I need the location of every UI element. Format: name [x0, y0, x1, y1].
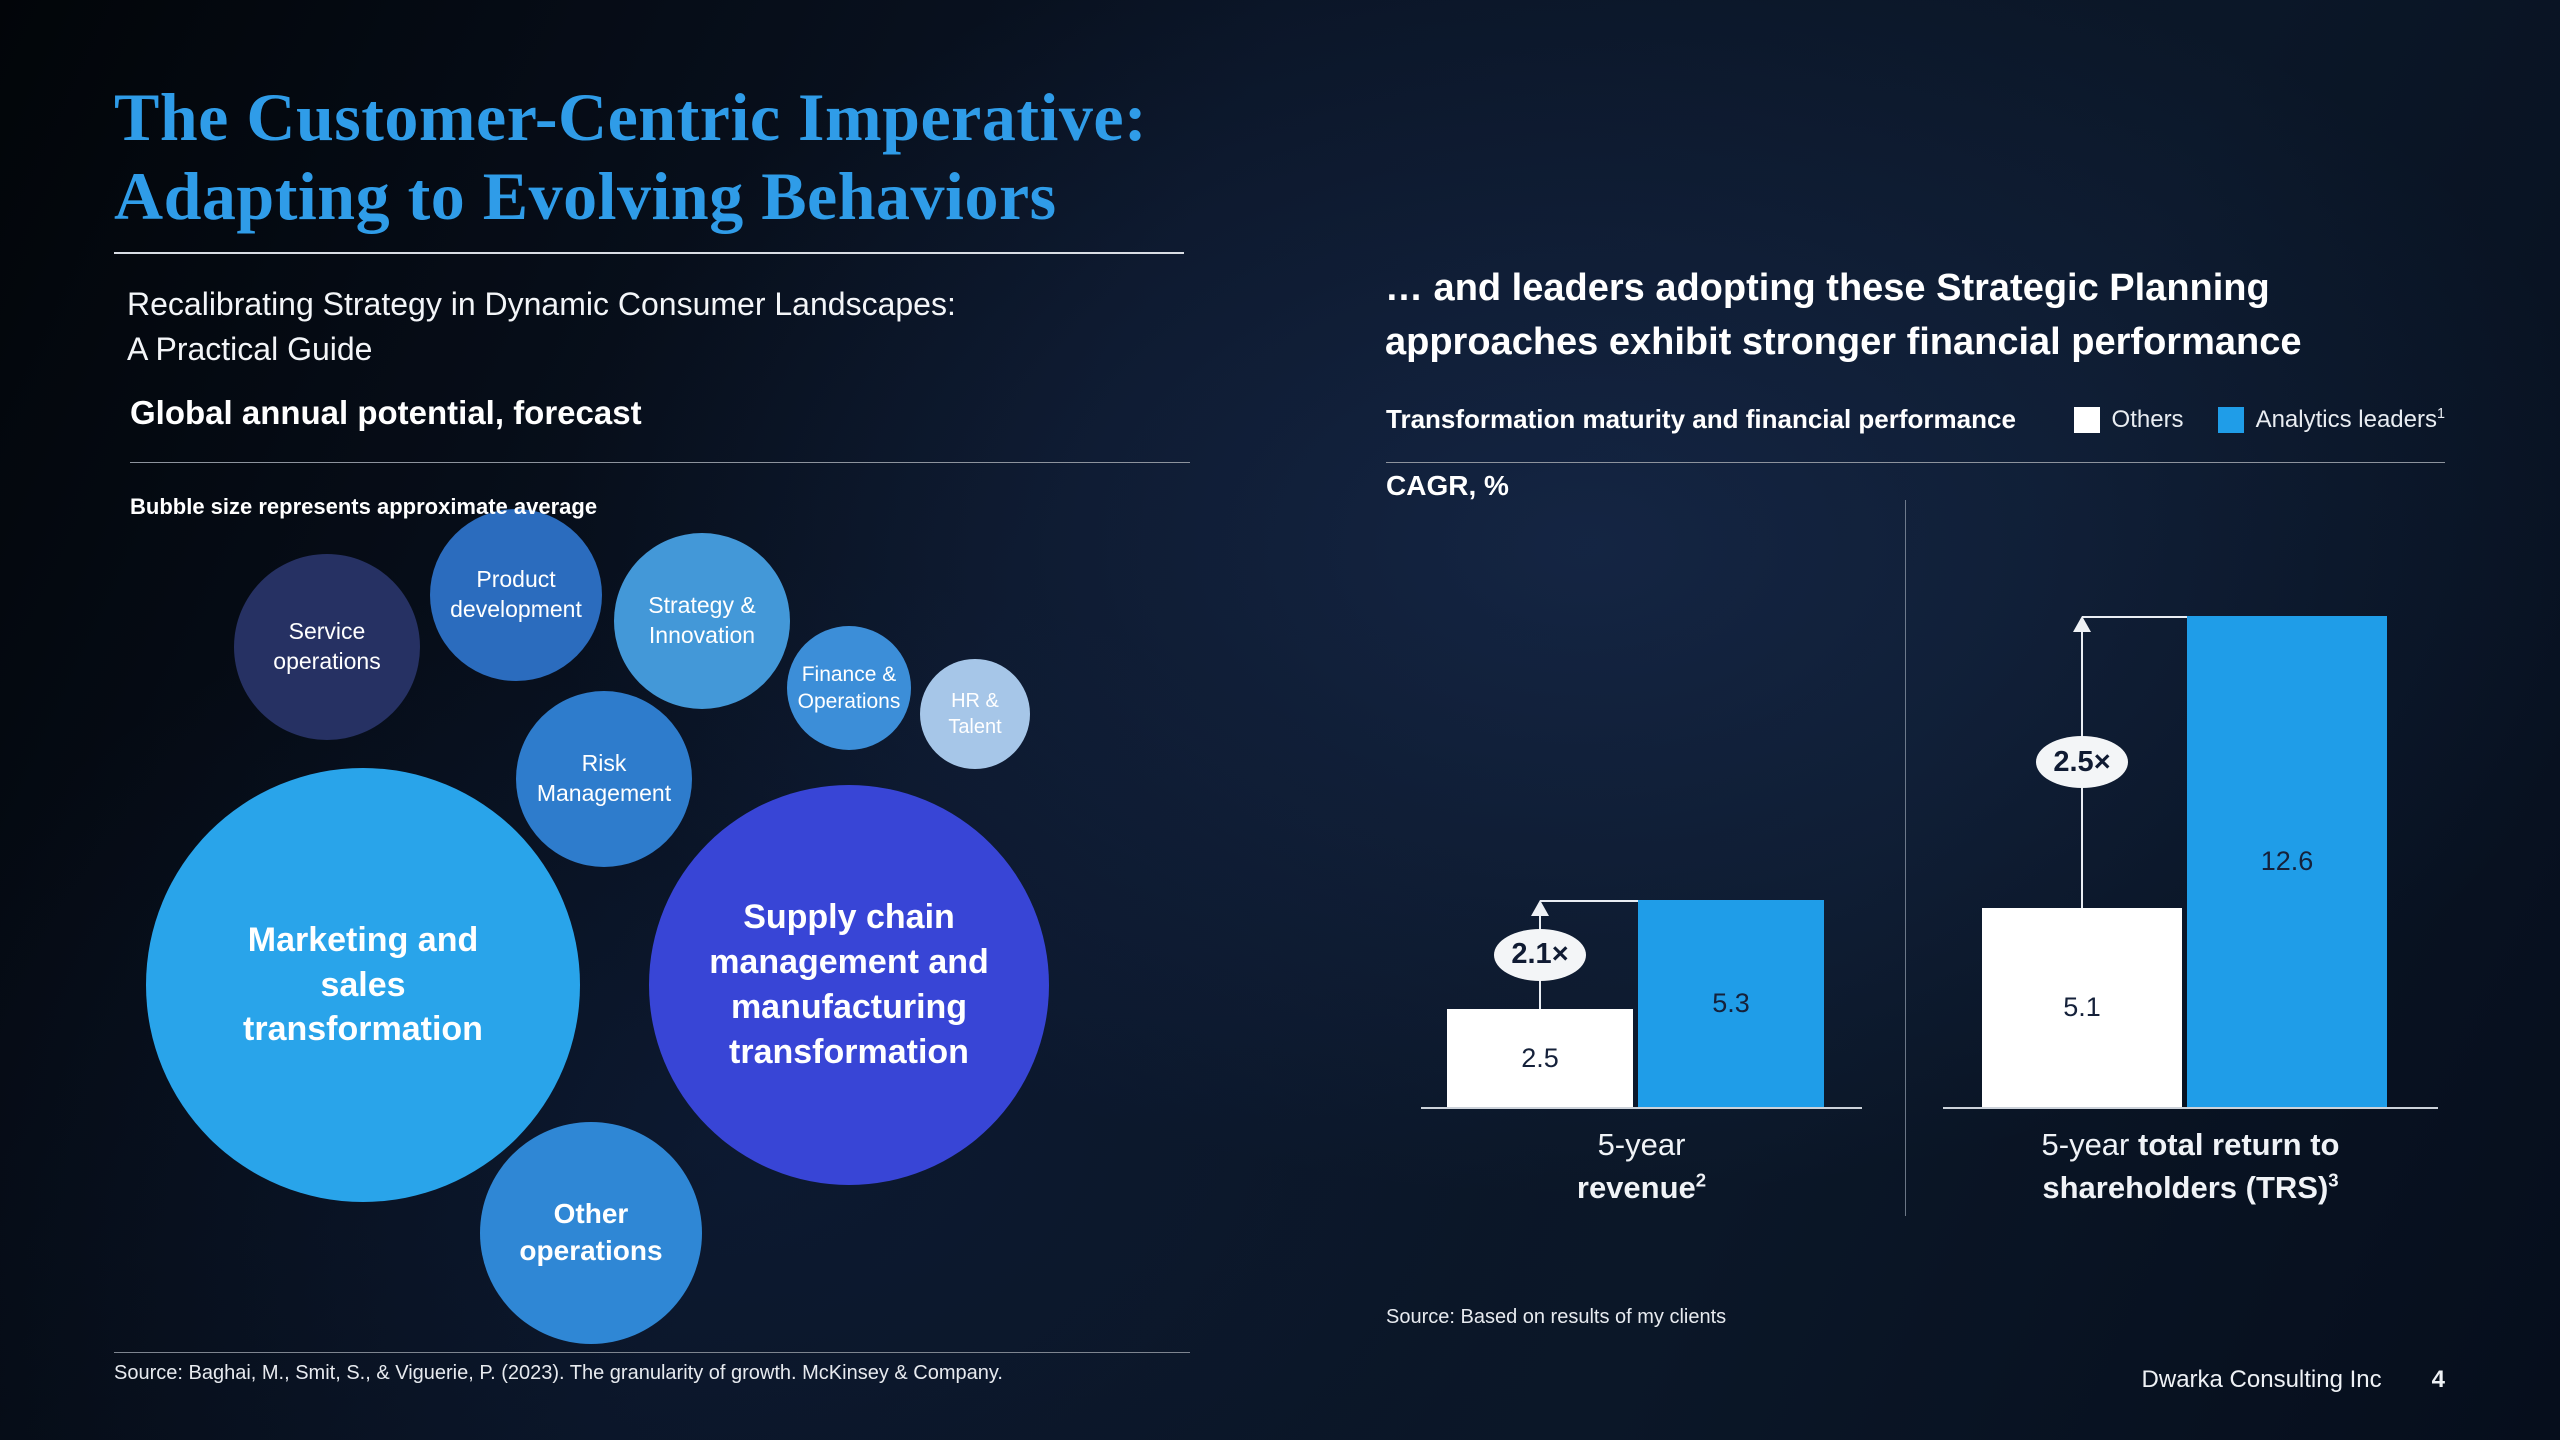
right-section-rule — [1386, 462, 2445, 463]
slide-title-line2: Adapting to Evolving Behaviors — [114, 157, 1057, 234]
page-number: 4 — [2431, 1366, 2445, 1393]
axis-label-revenue: 5-year revenue2 — [1576, 1127, 1707, 1206]
bubble-strategy-innovation: Strategy & Innovation — [614, 533, 790, 709]
right-source: Source: Based on results of my clients — [1386, 1306, 1727, 1328]
left-section-rule — [130, 462, 1190, 463]
bubble-label: Strategy & Innovation — [648, 592, 756, 648]
bar-value: 5.1 — [2063, 992, 2101, 1022]
bubble-label: HR & Talent — [948, 690, 1002, 738]
bubble-label: Product development — [450, 566, 582, 622]
bubble-size-note: Bubble size represents approximate avera… — [130, 494, 598, 519]
bar-group-revenue: 2.5 5.3 2.1× 5-year revenue2 — [1421, 467, 1862, 1205]
bar-value: 5.3 — [1712, 988, 1750, 1018]
bar-value: 12.6 — [2260, 846, 2314, 876]
multiplier-badge-trs: 2.5× — [2036, 736, 2128, 788]
left-subtitle-line1: Recalibrating Strategy in Dynamic Consum… — [127, 286, 956, 322]
legend-label-analytics-leaders: Analytics leaders1 — [2255, 405, 2445, 433]
x-axis-baseline — [1421, 1107, 1862, 1109]
bubble-label: Marketing and sales transformation — [243, 920, 483, 1049]
axis-label-trs: 5-year total return to shareholders (TRS… — [2041, 1127, 2340, 1206]
bubble-service-operations: Service operations — [234, 554, 420, 740]
legend-item-analytics-leaders: Analytics leaders1 — [2217, 405, 2445, 434]
bar-analytics-leaders-trs: 12.6 — [2187, 616, 2387, 1107]
right-heading-line2: approaches exhibit stronger financial pe… — [1385, 320, 2302, 363]
chart-divider — [1905, 500, 1906, 1216]
slide-title-line1: The Customer-Centric Imperative: — [114, 79, 1148, 155]
right-heading: … and leaders adopting these Strategic P… — [1385, 262, 2301, 370]
footer: Dwarka Consulting Inc 4 — [2142, 1366, 2445, 1394]
slide-title: The Customer-Centric Imperative: Adaptin… — [114, 78, 1147, 236]
company-name: Dwarka Consulting Inc — [2141, 1366, 2382, 1393]
bar-value: 2.5 — [1521, 1042, 1559, 1073]
growth-arrow-connector — [2082, 616, 2187, 618]
bubble-label: Other operations — [519, 1198, 663, 1266]
legend-item-others: Others — [2073, 405, 2184, 434]
bubble-hr-talent: HR & Talent — [920, 659, 1030, 769]
others-swatch-icon — [2073, 406, 2100, 433]
growth-arrow-head-icon — [2073, 616, 2091, 632]
left-subtitle: Recalibrating Strategy in Dynamic Consum… — [127, 282, 956, 373]
left-chart-heading: Global annual potential, forecast — [130, 394, 642, 431]
left-source-rule — [114, 1352, 1190, 1353]
bubble-label: Service operations — [273, 618, 381, 674]
cagr-axis-label: CAGR, % — [1386, 470, 1509, 501]
right-heading-line1: … and leaders adopting these Strategic P… — [1385, 267, 2270, 309]
bubble-label: Risk Management — [536, 750, 672, 806]
legend-items: Others Analytics leaders1 — [2073, 405, 2445, 434]
left-source: Source: Baghai, M., Smit, S., & Viguerie… — [114, 1362, 1003, 1384]
bar-others-trs: 5.1 — [1982, 908, 2182, 1107]
bubble-label: Supply chain management and manufacturin… — [709, 898, 989, 1071]
legend-title: Transformation maturity and financial pe… — [1386, 404, 2016, 434]
bubble-label: Finance & Operations — [797, 662, 901, 713]
growth-arrow-head-icon — [1531, 900, 1549, 916]
bar-analytics-leaders-revenue: 5.3 — [1638, 900, 1824, 1107]
left-subtitle-line2: A Practical Guide — [127, 331, 373, 368]
bubble-other-operations: Other operations — [480, 1122, 702, 1344]
bar-others-revenue: 2.5 — [1447, 1009, 1633, 1107]
bar-group-trs: 5.1 12.6 2.5× 5-year total return to sha… — [1943, 467, 2438, 1205]
x-axis-baseline — [1943, 1107, 2438, 1109]
title-underline — [114, 252, 1184, 254]
bubble-product-development: Product development — [430, 509, 602, 681]
growth-arrow-connector — [1540, 900, 1638, 902]
bubble-risk-management: Risk Management — [516, 691, 692, 867]
bubble-supply-chain-management-and-manufacturing-transformation: Supply chain management and manufacturin… — [649, 785, 1049, 1185]
bubble-finance-operations: Finance & Operations — [787, 626, 911, 750]
multiplier-badge-revenue: 2.1× — [1494, 928, 1586, 981]
bubble-marketing-and-sales-transformation: Marketing and sales transformation — [146, 768, 580, 1202]
legend-label-others: Others — [2111, 405, 2184, 433]
bubble-chart: Service operations Product development Str… — [90, 500, 1210, 1360]
analytics-leaders-swatch-icon — [2217, 406, 2244, 433]
legend-row: Transformation maturity and financial pe… — [1386, 404, 2445, 435]
